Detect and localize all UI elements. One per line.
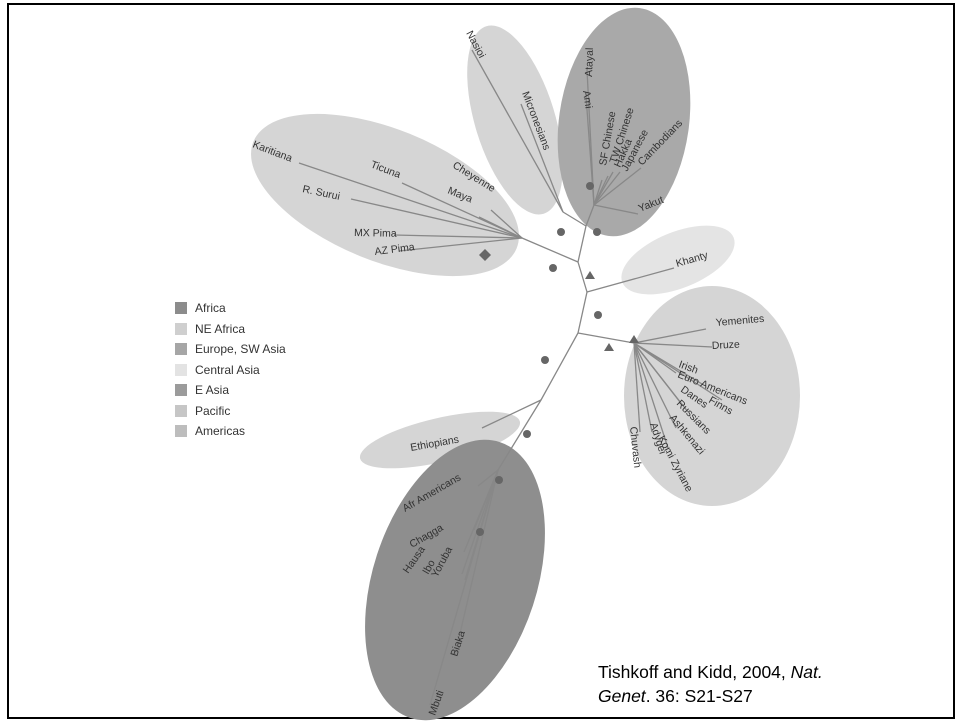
- node-marker: [557, 228, 565, 236]
- legend-label: Europe, SW Asia: [195, 342, 286, 357]
- citation-journal: Nat.: [790, 662, 823, 682]
- node-marker: [604, 343, 614, 351]
- legend-item: Central Asia: [175, 360, 286, 381]
- legend-swatch: [175, 425, 187, 438]
- node-marker: [549, 264, 557, 272]
- node-marker: [629, 335, 639, 343]
- legend-label: Central Asia: [195, 362, 260, 377]
- legend-swatch: [175, 384, 187, 397]
- pop-label: MX Pima: [354, 227, 397, 240]
- legend-swatch: [175, 343, 187, 356]
- node-markers: [476, 182, 639, 536]
- legend-label: Americas: [195, 424, 246, 439]
- legend-swatch: [175, 322, 187, 335]
- pop-label: Yemenites: [715, 313, 765, 329]
- legend-item: Africa: [175, 298, 286, 319]
- legend-item: NE Africa: [175, 319, 286, 340]
- legend: Africa NE Africa Europe, SW Asia Central…: [175, 298, 286, 442]
- east-asia-cluster: [557, 7, 691, 237]
- node-marker: [495, 476, 503, 484]
- legend-swatch: [175, 404, 187, 417]
- legend-item: Europe, SW Asia: [175, 339, 286, 360]
- legend-item: E Asia: [175, 380, 286, 401]
- pop-label: AZ Pima: [374, 241, 416, 258]
- node-marker: [594, 311, 602, 319]
- legend-label: E Asia: [195, 383, 230, 398]
- citation: Tishkoff and Kidd, 2004, Nat. Genet. 36:…: [598, 660, 823, 708]
- legend-item: Pacific: [175, 401, 286, 422]
- node-marker: [593, 228, 601, 236]
- legend-label: Africa: [195, 301, 226, 316]
- legend-swatch: [175, 302, 187, 315]
- legend-label: NE Africa: [195, 321, 246, 336]
- tree-branches: [298, 49, 723, 706]
- citation-journal-cont: Genet: [598, 686, 646, 706]
- ne-africa-cluster: [359, 411, 521, 469]
- pacific-cluster: [467, 25, 563, 215]
- citation-authors: Tishkoff and Kidd, 2004,: [598, 662, 791, 682]
- citation-volume: . 36: S21-S27: [645, 686, 753, 706]
- pop-label: Ami: [580, 90, 594, 110]
- pop-label: Druze: [712, 339, 741, 352]
- africa-cluster: [365, 439, 545, 721]
- node-marker: [541, 356, 549, 364]
- central-asia-cluster: [621, 225, 735, 295]
- pop-label: Atayal: [583, 48, 596, 78]
- node-marker: [523, 430, 531, 438]
- node-marker: [476, 528, 484, 536]
- legend-item: Americas: [175, 421, 286, 442]
- node-marker: [585, 271, 595, 279]
- node-marker: [479, 249, 491, 261]
- americas-cluster: [251, 113, 519, 277]
- node-marker: [586, 182, 594, 190]
- legend-swatch: [175, 363, 187, 376]
- europe-cluster: [624, 286, 800, 506]
- pop-label: Chuvash: [627, 426, 643, 469]
- legend-label: Pacific: [195, 403, 231, 418]
